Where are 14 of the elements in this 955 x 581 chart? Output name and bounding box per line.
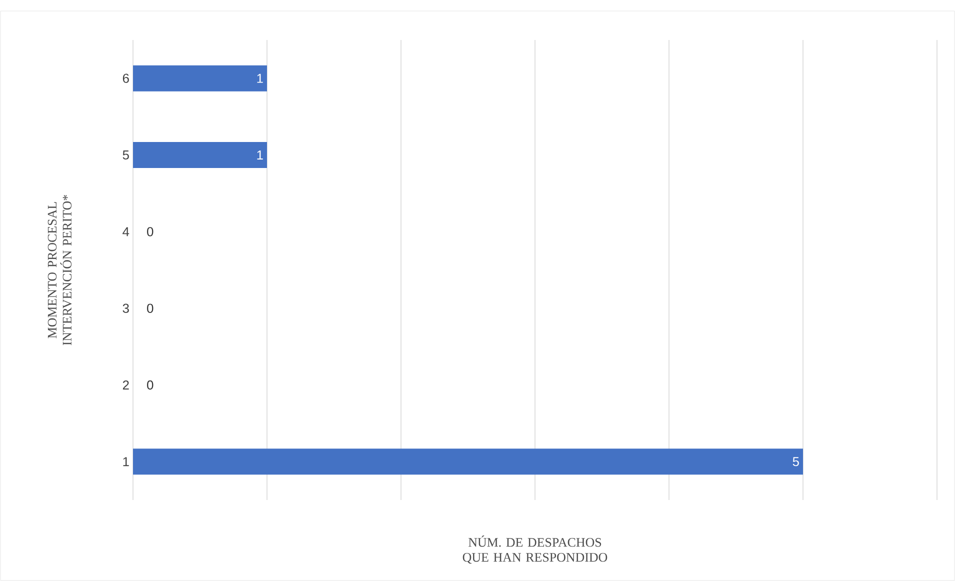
x-axis-title: NÚM. DE DESPACHOS QUE HAN RESPONDIDO: [462, 536, 608, 564]
y-tick-label: 4: [122, 227, 130, 236]
data-label: 0: [147, 380, 154, 390]
data-label: 1: [257, 74, 263, 83]
y-axis-title: MOMENTO PROCESAL INTERVENCIÓN PERITO*: [48, 194, 72, 346]
y-tick-label: 6: [122, 74, 129, 83]
y-tick-label: 5: [122, 150, 129, 160]
data-label: 5: [792, 457, 799, 466]
y-tick-label: 1: [123, 457, 129, 466]
y-tick-label: 2: [122, 380, 129, 390]
data-label: 1: [257, 150, 263, 160]
data-label: 0: [147, 304, 154, 313]
data-label: 0: [147, 227, 154, 236]
y-tick-label: 3: [122, 304, 129, 313]
